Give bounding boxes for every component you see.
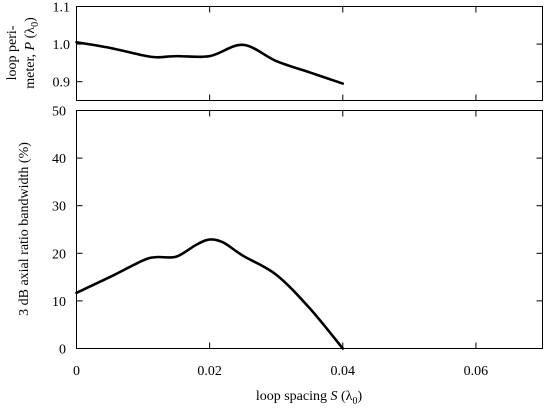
- x-axis-label-unit: λ: [346, 389, 353, 404]
- x-tick-label: 0: [73, 364, 80, 379]
- bottom-y-tick-label: 50: [52, 105, 66, 120]
- bottom-y-tick-label: 0: [59, 343, 66, 358]
- bottom-y-tick-label: 20: [52, 247, 66, 262]
- top-y-tick-labels: 0.9 1.0 1.1: [53, 1, 71, 91]
- x-axis-label-prefix: loop spacing: [256, 389, 331, 404]
- bottom-panel: 0 10 20 30 40 50 0 0.02 0.04 0.06 3 dB axial rati…: [17, 105, 543, 407]
- top-ylabel-paren-open: (: [23, 33, 38, 42]
- top-y-ticks: [76, 6, 543, 101]
- bottom-ylabel: 3 dB axial ratio bandwidth (%): [17, 142, 32, 316]
- x-axis-label-var: S: [331, 389, 338, 404]
- top-series-line: [75, 40, 345, 85]
- bottom-axis-ticks: [76, 110, 543, 349]
- bottom-y-tick-label: 10: [52, 295, 66, 310]
- x-axis-label-paren-close: ): [357, 389, 362, 404]
- bottom-y-tick-label: 30: [52, 200, 66, 215]
- x-axis-label-subscript: 0: [352, 396, 357, 407]
- x-tick-label: 0.04: [331, 364, 356, 379]
- bottom-y-tick-label: 40: [52, 152, 66, 167]
- top-y-tick-label: 1.1: [53, 1, 71, 16]
- top-y-tick-label: 1.0: [53, 38, 71, 53]
- bottom-axis-tick-labels: 0 10 20 30 40 50 0 0.02 0.04 0.06: [52, 105, 488, 380]
- top-y-tick-label: 0.9: [53, 76, 71, 91]
- x-tick-label: 0.06: [464, 364, 489, 379]
- bottom-series-line: [75, 238, 345, 350]
- top-ylabel-var: P: [23, 41, 38, 51]
- top-panel: 0.9 1.0 1.1 loop peri- meter, P (λ0): [5, 1, 543, 101]
- top-ylabel-prefix: meter,: [23, 50, 38, 88]
- top-plot-frame: [76, 6, 543, 101]
- x-axis-label: loop spacing S (λ0): [256, 389, 363, 407]
- x-tick-label: 0.02: [197, 364, 222, 379]
- top-ylabel-line2: meter, P (λ0): [23, 17, 41, 89]
- top-ylabel-paren-close: ): [23, 17, 38, 22]
- bottom-plot-frame: [76, 110, 543, 349]
- x-axis-label-paren-open: (: [338, 389, 347, 404]
- top-ylabel-unit: λ: [23, 27, 38, 34]
- top-ylabel-subscript: 0: [30, 22, 41, 27]
- top-ylabel-line1: loop peri-: [5, 25, 20, 80]
